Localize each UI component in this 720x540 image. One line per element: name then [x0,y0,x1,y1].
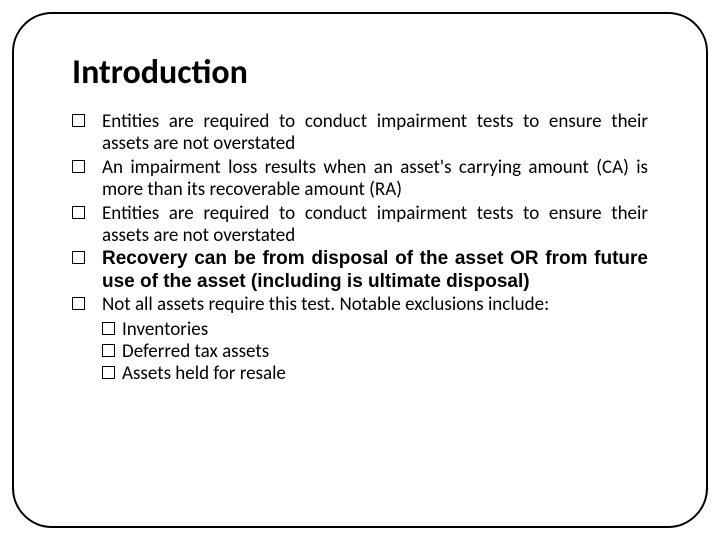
sub-bullet-item: Assets held for resale [102,363,648,385]
slide-title: Introduction [72,52,648,93]
checkbox-icon [72,114,85,127]
checkbox-icon [72,160,85,173]
checkbox-icon [102,344,115,357]
bullet-item: Entities are required to conduct impairm… [72,111,648,156]
bullet-text: Entities are required to conduct impairm… [102,202,648,247]
sub-bullet-item: Deferred tax assets [102,341,648,363]
checkbox-icon [102,366,115,379]
bullet-text: Entities are required to conduct impairm… [102,110,648,155]
sub-bullet-text: Inventories [122,318,208,341]
sub-bullet-text: Assets held for resale [122,362,286,385]
checkbox-icon [72,297,85,310]
slide-frame: Introduction Entities are required to co… [12,12,708,528]
sub-bullet-text: Deferred tax assets [122,340,269,363]
bullet-item: Not all assets require this test. Notabl… [72,294,648,316]
bullet-list: Entities are required to conduct impairm… [72,111,648,317]
bullet-text: Recovery can be from disposal of the ass… [102,248,648,291]
bullet-text: Not all assets require this test. Notabl… [102,293,549,316]
checkbox-icon [72,251,85,264]
bullet-text: An impairment loss results when an asset… [102,156,648,201]
sub-bullet-item: Inventories [102,319,648,341]
checkbox-icon [102,322,115,335]
bullet-item: Recovery can be from disposal of the ass… [72,248,648,293]
bullet-item: An impairment loss results when an asset… [72,157,648,202]
bullet-item: Entities are required to conduct impairm… [72,203,648,248]
sub-bullet-list: Inventories Deferred tax assets Assets h… [72,319,648,386]
checkbox-icon [72,206,85,219]
